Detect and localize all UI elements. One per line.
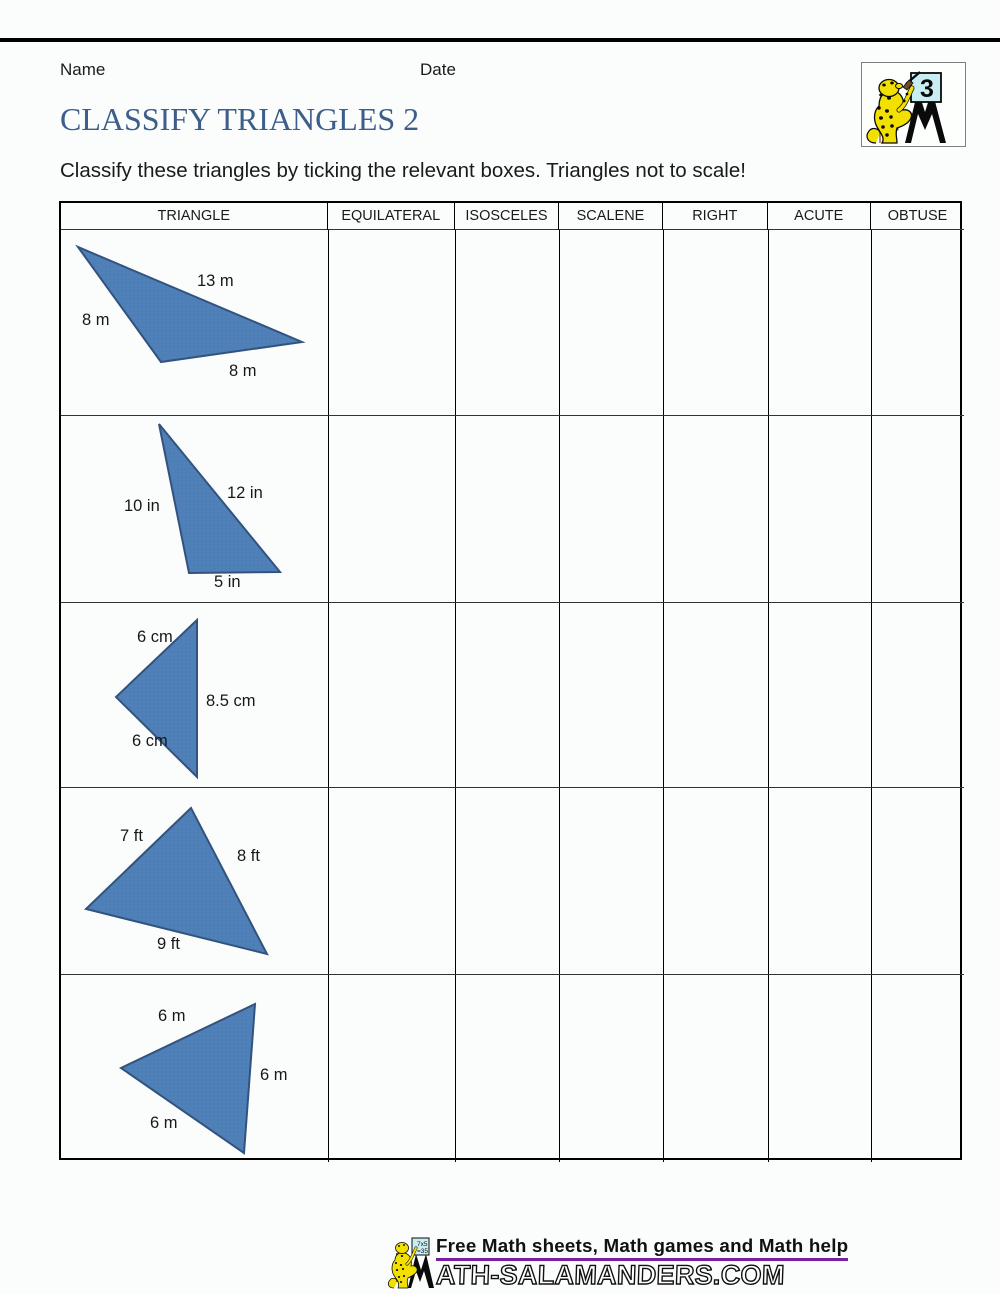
svg-text:3: 3 xyxy=(920,75,934,103)
svg-text:7x5: 7x5 xyxy=(417,1241,428,1248)
svg-text:=35: =35 xyxy=(417,1248,428,1255)
